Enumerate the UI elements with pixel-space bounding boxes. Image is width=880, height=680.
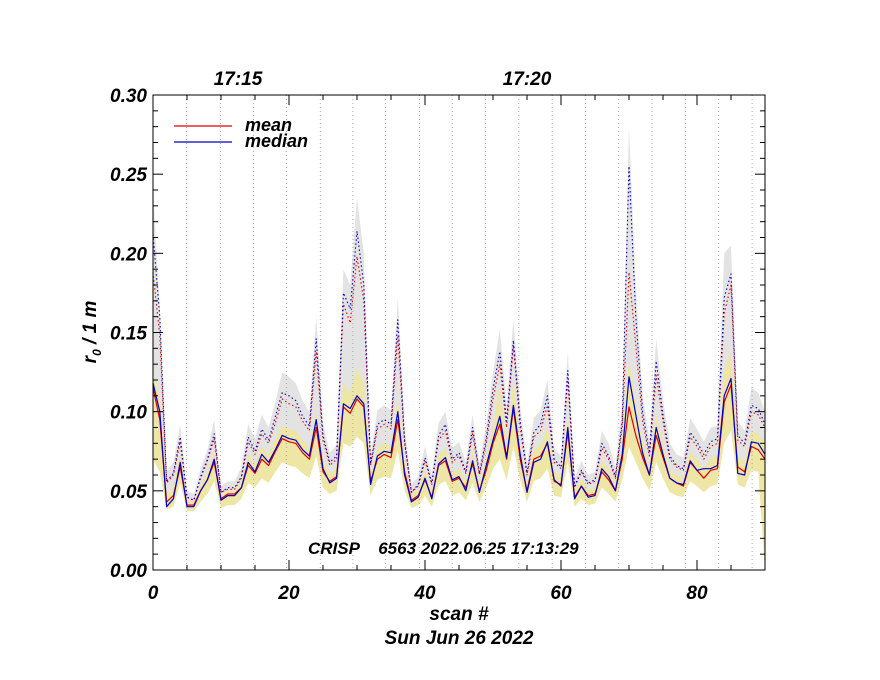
- legend: mean median: [174, 115, 308, 151]
- top-time-label-0: 17:15: [214, 69, 263, 90]
- series-mean-dotted: [152, 255, 766, 501]
- y-tick-label-6: 0.30: [110, 86, 147, 107]
- x-axis-title: scan #: [429, 604, 489, 625]
- series-median-dotted: [152, 165, 766, 501]
- data-series-lines: [152, 165, 766, 508]
- y-tick-label-3: 0.15: [110, 324, 147, 345]
- x-tick-label-40: 40: [413, 583, 436, 604]
- legend-median-label: median: [245, 131, 308, 151]
- y-tick-label-0: 0.00: [110, 561, 147, 582]
- y-axis-title: r0 / 1 m: [80, 301, 104, 364]
- y-tick-label-2: 0.10: [110, 403, 147, 424]
- band-yellow-range: [153, 351, 765, 570]
- legend-mean-label: mean: [245, 115, 292, 135]
- y-tick-label-4: 0.20: [110, 244, 147, 265]
- y-tick-label-5: 0.25: [110, 165, 147, 186]
- axis-tick-labels: 0 20 40 60 80 0.00 0.05 0.10 0.15 0.20 0.25 0.30 17:…: [110, 69, 708, 604]
- top-time-label-1: 17:20: [503, 69, 552, 90]
- x-tick-label-20: 20: [277, 583, 300, 604]
- axis-ticks: [152, 94, 765, 571]
- x-tick-label-60: 60: [550, 583, 572, 604]
- series-median: [152, 376, 766, 508]
- minute-gridlines: [185, 95, 753, 570]
- date-label: Sun Jun 26 2022: [385, 628, 534, 649]
- x-tick-label-80: 80: [686, 583, 708, 604]
- plot-frame: [152, 94, 766, 571]
- series-mean: [152, 384, 766, 506]
- range-bands: [153, 126, 765, 570]
- band-gray-range: [153, 126, 765, 570]
- instrument-annotation: CRISP 6563 2022.06.25 17:13:29: [308, 539, 579, 558]
- x-tick-label-0: 0: [148, 583, 159, 604]
- y-tick-label-1: 0.05: [110, 482, 147, 503]
